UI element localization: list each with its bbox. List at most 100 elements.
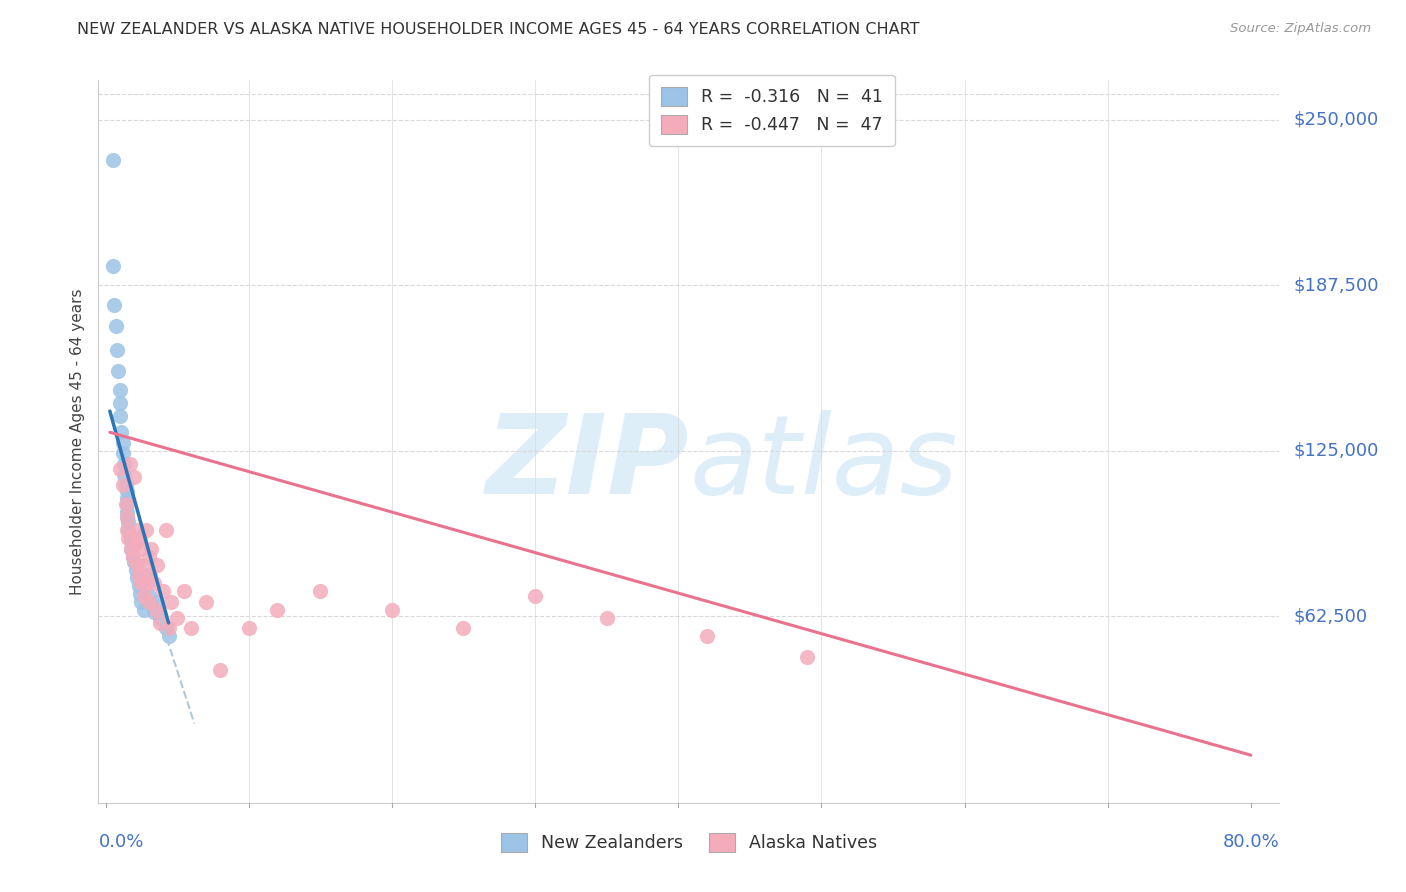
Text: $187,500: $187,500 <box>1294 277 1379 294</box>
Point <box>138 595 160 609</box>
Point <box>120 541 142 556</box>
Point <box>117 523 139 537</box>
Point <box>139 568 162 582</box>
Point <box>121 549 143 564</box>
Point <box>112 457 135 471</box>
Point <box>128 579 150 593</box>
Point <box>115 510 138 524</box>
Point <box>122 470 145 484</box>
Point <box>381 602 404 616</box>
Point <box>118 457 141 471</box>
Point <box>101 259 124 273</box>
Point <box>108 383 131 397</box>
Point <box>194 595 217 609</box>
Point <box>141 597 163 611</box>
Point <box>145 602 167 616</box>
Point <box>125 571 148 585</box>
Point <box>136 576 159 591</box>
Point <box>129 531 152 545</box>
Point <box>108 462 131 476</box>
Point <box>453 621 475 635</box>
Point <box>146 595 169 609</box>
Point <box>120 533 142 548</box>
Text: 80.0%: 80.0% <box>1223 833 1279 851</box>
Text: Source: ZipAtlas.com: Source: ZipAtlas.com <box>1230 22 1371 36</box>
Point <box>125 558 148 572</box>
Point <box>143 576 166 591</box>
Point <box>111 446 134 460</box>
Point <box>180 621 202 635</box>
Point <box>157 621 180 635</box>
Point <box>120 541 142 556</box>
Point <box>124 563 146 577</box>
Point <box>696 629 718 643</box>
Point <box>105 343 128 358</box>
Point <box>115 505 138 519</box>
Text: $250,000: $250,000 <box>1294 111 1379 129</box>
Point <box>141 541 163 556</box>
Point <box>131 576 153 591</box>
Point <box>146 558 169 572</box>
Point <box>131 595 153 609</box>
Text: $62,500: $62,500 <box>1294 607 1368 625</box>
Point <box>166 610 188 624</box>
Point <box>111 435 134 450</box>
Point <box>114 497 136 511</box>
Point <box>134 602 156 616</box>
Point <box>108 409 131 424</box>
Point <box>209 664 232 678</box>
Point <box>121 549 143 564</box>
Point <box>524 590 547 604</box>
Point <box>135 568 157 582</box>
Point <box>118 528 141 542</box>
Point <box>238 621 260 635</box>
Point <box>135 523 157 537</box>
Point <box>107 364 129 378</box>
Point <box>124 536 146 550</box>
Point <box>152 584 174 599</box>
Point <box>115 491 138 506</box>
Point <box>128 568 150 582</box>
Legend: New Zealanders, Alaska Natives: New Zealanders, Alaska Natives <box>494 826 884 859</box>
Point <box>110 425 132 440</box>
Text: ZIP: ZIP <box>485 409 689 516</box>
Point <box>125 523 148 537</box>
Point <box>138 590 160 604</box>
Point <box>266 602 288 616</box>
Point <box>138 549 160 564</box>
Point <box>143 605 166 619</box>
Point <box>114 478 136 492</box>
Point <box>104 319 127 334</box>
Point <box>309 584 332 599</box>
Point <box>129 587 152 601</box>
Point <box>117 515 139 529</box>
Point <box>134 590 156 604</box>
Point <box>115 483 138 498</box>
Point <box>149 615 172 630</box>
Point <box>115 523 138 537</box>
Point <box>111 478 134 492</box>
Point <box>157 629 180 643</box>
Point <box>131 541 153 556</box>
Text: NEW ZEALANDER VS ALASKA NATIVE HOUSEHOLDER INCOME AGES 45 - 64 YEARS CORRELATION: NEW ZEALANDER VS ALASKA NATIVE HOUSEHOLD… <box>77 22 920 37</box>
Text: 0.0%: 0.0% <box>98 833 143 851</box>
Point <box>796 650 818 665</box>
Point <box>115 497 138 511</box>
Y-axis label: Householder Income Ages 45 - 64 years: Householder Income Ages 45 - 64 years <box>69 288 84 595</box>
Point <box>122 555 145 569</box>
Point <box>115 510 138 524</box>
Point <box>173 584 195 599</box>
Point <box>117 531 139 545</box>
Point <box>160 595 183 609</box>
Point <box>108 396 131 410</box>
Point <box>112 467 135 482</box>
Point <box>155 523 177 537</box>
Point <box>101 153 124 167</box>
Point <box>103 298 125 312</box>
Point <box>155 621 177 635</box>
Point <box>595 610 617 624</box>
Text: atlas: atlas <box>689 409 957 516</box>
Text: $125,000: $125,000 <box>1294 442 1379 459</box>
Point <box>132 558 155 572</box>
Point <box>149 610 172 624</box>
